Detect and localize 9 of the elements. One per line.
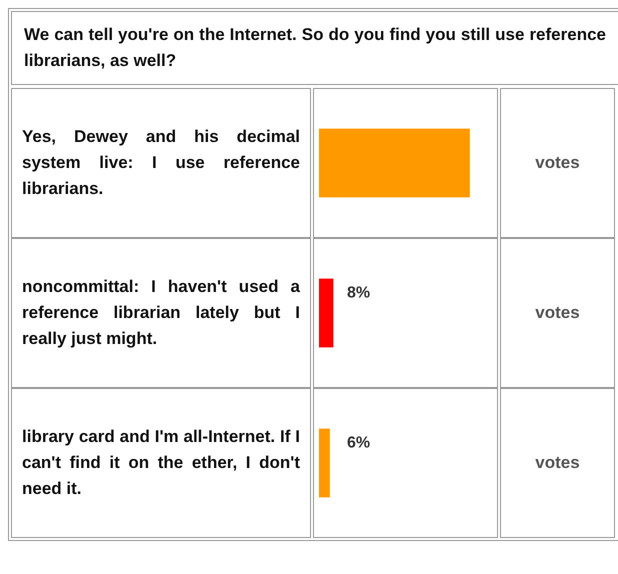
y-tick-label: Yes, Dewey and his decimal system live: I use reference librarians. bbox=[22, 126, 300, 200]
y-tick-label: library card and I'm all-Internet. If I can't find it on the ether, I don't need it. bbox=[22, 426, 300, 500]
data-label: 6% bbox=[347, 434, 370, 452]
text: votes bbox=[500, 238, 615, 388]
y-tick-label: noncommittal: I haven't used a reference librarian lately but I really just might. bbox=[22, 276, 300, 350]
text: votes bbox=[500, 88, 615, 238]
chart-title: We can tell you're on the Internet. So do you find you still use reference librarians, as well? bbox=[11, 11, 618, 85]
data-label: 8% bbox=[347, 284, 370, 302]
text: votes bbox=[500, 388, 615, 538]
